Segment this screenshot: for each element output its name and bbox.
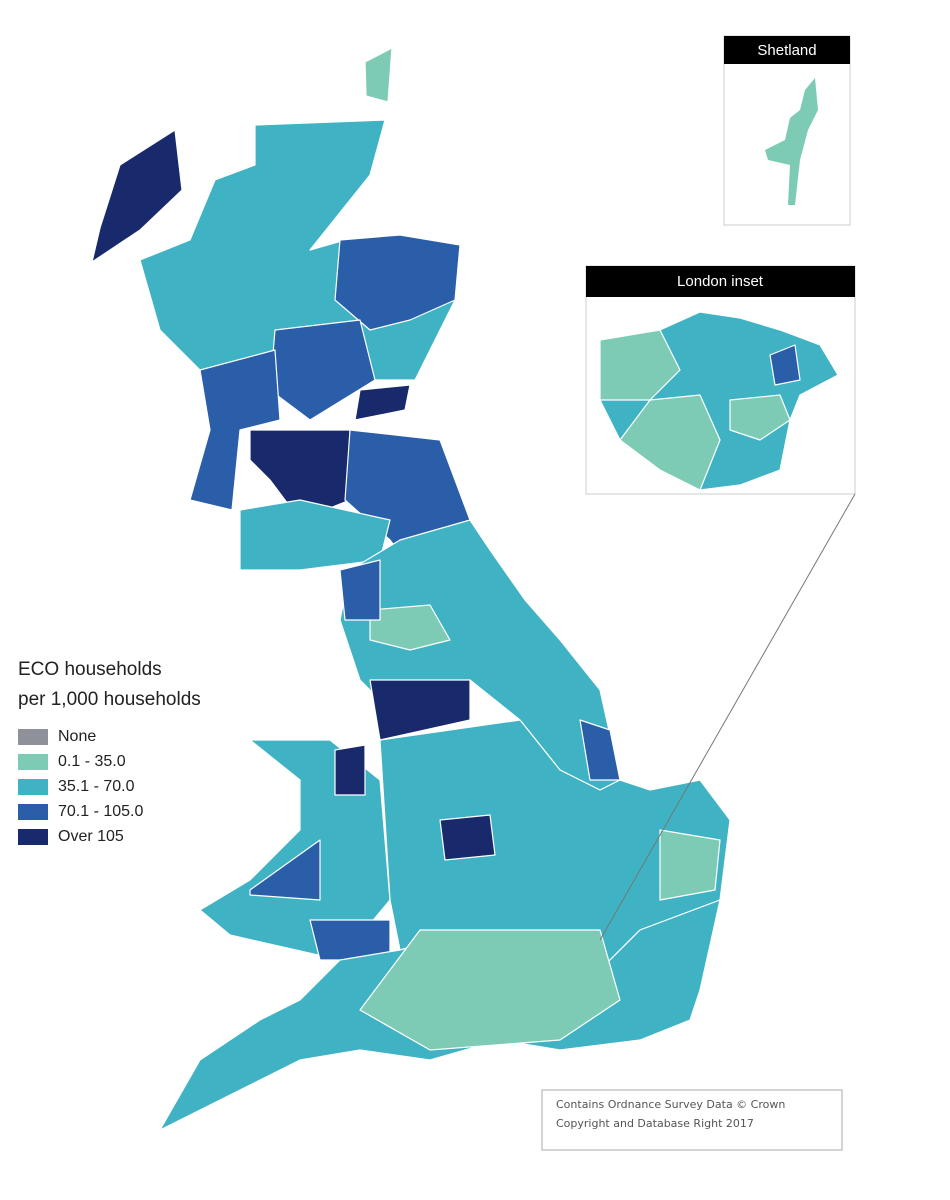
region [354,384,411,421]
legend-label: None [58,728,96,745]
legend: ECO households per 1,000 households None… [18,659,201,845]
legend-title: per 1,000 households [18,689,201,710]
region [369,679,471,741]
legend-label: Over 105 [58,828,124,845]
region [369,604,451,651]
legend-label: 35.1 - 70.0 [58,778,135,795]
copyright: Contains Ordnance Survey Data © Crown Co… [541,1089,843,1151]
inset-connector [599,493,856,941]
shetland-shape [765,78,818,205]
legend-swatch [18,754,48,770]
copyright-box [541,1089,843,1151]
inset-title: London inset [677,273,764,290]
region [729,394,791,441]
region [599,329,681,401]
inset-header [586,266,855,297]
region [249,839,321,901]
inset-frame [723,35,851,226]
legend-title: ECO households [18,659,162,680]
great-britain [91,47,731,1131]
region [339,559,381,621]
inset-header [724,36,850,64]
region [334,744,366,796]
inset-title: Shetland [757,42,816,59]
legend-swatch [18,829,48,845]
copyright-text: Contains Ordnance Survey Data © Crown [556,1098,785,1111]
region [364,47,393,103]
legend-label: 0.1 - 35.0 [58,753,126,770]
legend-label: 70.1 - 105.0 [58,803,144,820]
legend-swatch [18,779,48,795]
region [769,344,801,386]
region [91,129,183,263]
region [359,929,621,1051]
copyright-text: Copyright and Database Right 2017 [556,1117,754,1130]
region [189,349,281,511]
london-inset: London inset [585,265,856,495]
region [659,829,721,901]
region [439,814,496,861]
region [334,234,461,331]
legend-swatch [18,804,48,820]
region [619,394,721,491]
shetland-inset: Shetland [723,35,851,226]
region [579,719,621,781]
legend-swatch [18,729,48,745]
